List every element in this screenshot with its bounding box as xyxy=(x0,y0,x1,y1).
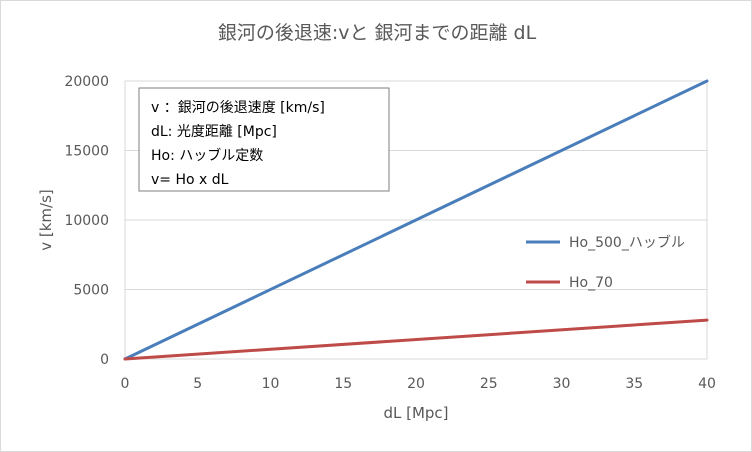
x-tick-label-5: 25 xyxy=(480,376,498,392)
legend-label-ho500: Ho_500_ハッブル xyxy=(569,234,685,251)
annotation-line-2: dL: 光度距離 [Mpc] xyxy=(151,123,277,140)
x-tick-label-4: 20 xyxy=(407,376,425,392)
x-tick-label-3: 15 xyxy=(334,376,352,392)
chart-title: 銀河の後退速:vと 銀河までの距離 dL xyxy=(218,22,537,44)
annotation-box-frame xyxy=(138,87,390,192)
series-line-1 xyxy=(123,318,709,361)
x-tick-label-1: 5 xyxy=(193,376,202,392)
y-tick-label-3: 15000 xyxy=(64,144,109,160)
y-tick-label-4: 20000 xyxy=(64,74,109,90)
annotation-line-3: Ho: ハッブル定数 xyxy=(151,147,263,164)
annotation-box: v ：銀河の後退速度 [km/s] dL: 光度距離 [Mpc] Ho: ハッブ… xyxy=(138,87,390,192)
tick-labels: 0 5000 10000 15000 20000 0 5 10 15 20 25 30 35 40 xyxy=(64,74,715,392)
y-tick-label-0: 0 xyxy=(100,352,109,368)
x-tick-label-7: 35 xyxy=(625,376,643,392)
legend-label-ho70: Ho_70 xyxy=(569,275,613,291)
x-tick-label-6: 30 xyxy=(553,376,571,392)
x-axis-title: dL [Mpc] xyxy=(383,404,448,422)
x-tick-label-2: 10 xyxy=(262,376,280,392)
annotation-line-1: v ：銀河の後退速度 [km/s] xyxy=(151,100,325,116)
series-line-0 xyxy=(123,79,709,361)
series-layer xyxy=(123,79,709,361)
plot-area-border xyxy=(124,80,708,360)
y-tick-label-2: 10000 xyxy=(64,213,109,229)
legend: Ho_500_ハッブル Ho_70 xyxy=(526,234,685,291)
annotation-line-4: v= Ho x dL xyxy=(151,172,229,188)
x-tick-label-8: 40 xyxy=(698,376,716,392)
x-tick-label-0: 0 xyxy=(121,376,130,392)
y-tick-label-1: 5000 xyxy=(73,283,109,299)
y-axis-title: v [km/s] xyxy=(37,189,55,251)
